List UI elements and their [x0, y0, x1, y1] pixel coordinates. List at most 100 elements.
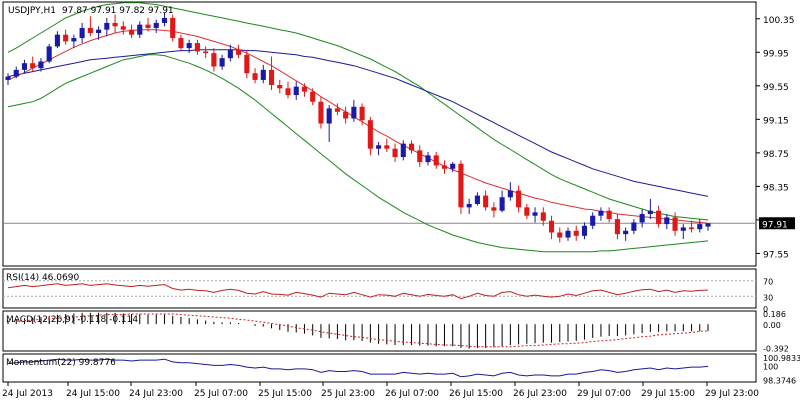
candle	[211, 48, 217, 72]
candle-body	[606, 210, 612, 220]
macd-signal-line	[7, 313, 709, 348]
candle-body	[87, 27, 93, 34]
candle-body	[581, 225, 588, 236]
candle-body	[326, 108, 332, 124]
bollinger-lower-line	[7, 54, 709, 253]
macd-axis-label: 0.00	[763, 321, 781, 330]
candle-body	[548, 220, 555, 233]
candle-body	[145, 24, 151, 28]
candle	[13, 66, 19, 79]
candle-body	[425, 155, 431, 163]
candle-body	[30, 63, 36, 69]
candle-body	[507, 190, 513, 198]
candle-body	[450, 163, 456, 169]
candle	[260, 64, 266, 84]
candle	[334, 103, 340, 116]
candle-body	[96, 29, 102, 34]
candle	[178, 34, 184, 52]
candle-body	[211, 53, 217, 67]
momentum-axis-label: 98.3746	[763, 377, 796, 386]
candle	[161, 12, 168, 27]
time-axis-label: 24 Jul 2013	[2, 389, 53, 399]
candle-body	[170, 17, 176, 39]
candle-body	[631, 222, 637, 231]
time-axis-label: 26 Jul 23:00	[513, 389, 567, 399]
candle-body	[178, 38, 184, 49]
candle-body	[186, 43, 192, 49]
candle	[104, 17, 110, 37]
candle-body	[194, 43, 200, 52]
candle-body	[433, 155, 439, 166]
candle	[236, 44, 242, 59]
candle	[565, 227, 571, 241]
price-axis-label: 98.75	[763, 150, 789, 160]
candle	[499, 190, 505, 213]
macd-label: MACD(12,26,9) -0.118 -0.114	[6, 315, 138, 325]
candle	[170, 14, 176, 42]
candle	[128, 24, 135, 39]
candle	[21, 59, 28, 74]
candle-body	[120, 26, 126, 30]
candle-body	[351, 106, 357, 119]
candle	[112, 14, 118, 34]
candle	[425, 152, 431, 166]
candle-body	[38, 61, 44, 69]
candle-body	[466, 203, 472, 208]
candle-body	[688, 227, 695, 230]
candle	[705, 223, 711, 231]
candle-body	[161, 17, 168, 23]
candle	[606, 207, 612, 223]
candle	[244, 49, 250, 79]
rsi-panel	[2, 268, 757, 309]
candle-body	[252, 73, 258, 80]
time-axis-label: 25 Jul 15:00	[258, 389, 312, 399]
candle	[227, 44, 233, 62]
candle	[400, 140, 406, 161]
bollinger-upper-line	[7, 2, 709, 221]
candle	[367, 116, 373, 156]
candle-body	[301, 86, 308, 92]
candle-body	[277, 84, 283, 89]
candle	[343, 106, 349, 124]
rsi-axis-label: 0	[763, 305, 768, 314]
rsi-axis-label: 70	[763, 278, 773, 287]
candle-body	[236, 49, 242, 55]
candle-body	[565, 230, 571, 238]
candle	[145, 17, 151, 32]
candle	[408, 140, 415, 154]
price-axis-label: 99.95	[763, 49, 789, 59]
candle-body	[532, 212, 538, 216]
candle	[458, 160, 464, 215]
candle	[203, 46, 209, 59]
current-price-tag	[759, 217, 795, 230]
candle-body	[13, 69, 19, 77]
candle	[598, 207, 604, 221]
candle-body	[128, 29, 135, 35]
price-axis-label: 97.55	[763, 250, 789, 260]
candle-body	[334, 108, 340, 112]
candle-body	[46, 46, 52, 62]
candle-body	[680, 227, 686, 231]
candle	[30, 56, 36, 72]
candle	[639, 209, 645, 228]
candle-body	[664, 217, 670, 225]
current-price-value: 97.91	[762, 220, 788, 230]
candle	[79, 22, 85, 44]
candle	[540, 207, 546, 226]
candle-body	[623, 230, 629, 235]
candle-body	[400, 143, 406, 158]
candle	[417, 145, 423, 168]
fast-ma-line	[7, 29, 709, 224]
candle	[672, 212, 678, 236]
candle-body	[63, 34, 69, 42]
candle	[450, 162, 456, 173]
candle	[5, 73, 11, 85]
candle-body	[483, 195, 489, 208]
main-chart-panel	[2, 1, 757, 267]
macd-panel	[2, 310, 757, 352]
candle-body	[384, 145, 390, 149]
candle	[631, 219, 637, 235]
candle-body	[392, 148, 398, 158]
